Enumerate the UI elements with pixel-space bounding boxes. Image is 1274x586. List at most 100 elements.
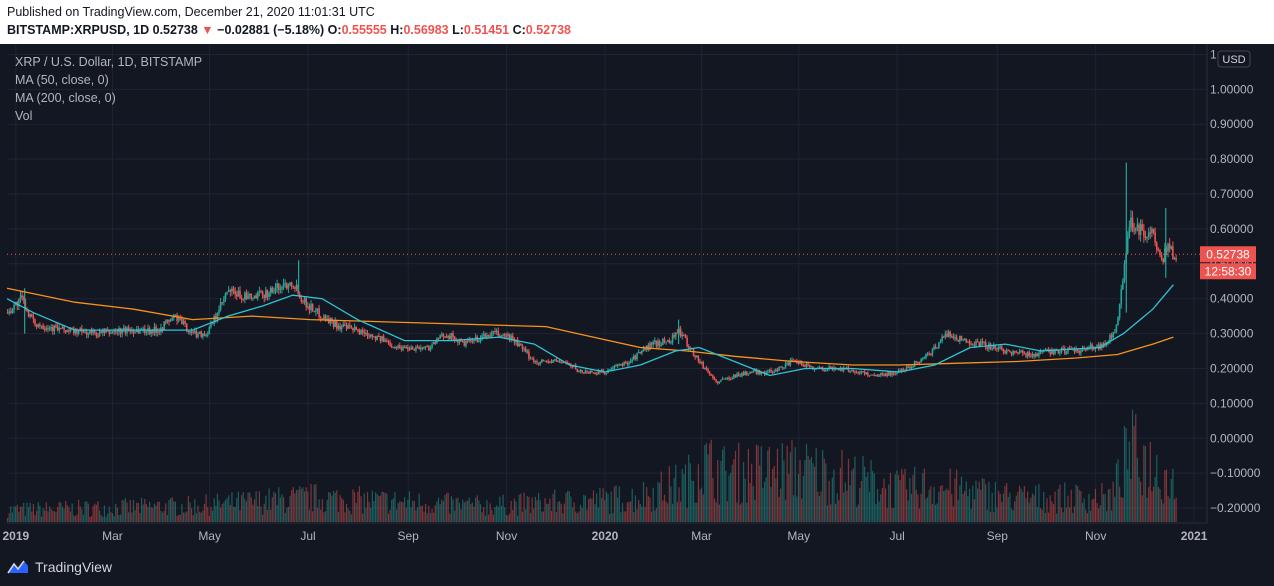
- symbol-label: BITSTAMP:XRPUSD, 1D: [7, 23, 150, 37]
- candle-body: [532, 358, 535, 362]
- volume-bar: [847, 458, 850, 522]
- candle-body: [820, 367, 822, 369]
- close-label: C:: [512, 23, 526, 37]
- chart-area[interactable]: [0, 44, 1274, 586]
- candle-body: [358, 329, 361, 335]
- low-label: L:: [452, 23, 464, 37]
- volume-bar: [11, 512, 14, 522]
- legend-ma200[interactable]: MA (200, close, 0): [15, 91, 116, 105]
- volume-bar: [279, 497, 281, 522]
- volume-bar: [39, 505, 41, 522]
- volume-bar: [518, 494, 520, 522]
- candle-body: [452, 333, 454, 337]
- candle-body: [863, 371, 866, 374]
- candle-body: [694, 355, 696, 358]
- candle-body: [683, 335, 685, 337]
- volume-bar: [654, 510, 656, 522]
- y-tick-label: 0.70000: [1210, 187, 1254, 201]
- candle-body: [1078, 350, 1081, 354]
- candle-body: [310, 303, 312, 310]
- candle-body: [710, 374, 713, 376]
- legend-vol[interactable]: Vol: [15, 109, 33, 123]
- x-tick-label: 2021: [1181, 529, 1208, 543]
- volume-bar: [399, 501, 401, 522]
- volume-bar: [44, 510, 46, 522]
- candle-body: [983, 341, 985, 343]
- brand[interactable]: TradingView: [7, 559, 112, 575]
- volume-bar: [323, 512, 325, 522]
- volume-bar: [383, 492, 385, 522]
- volume-bar: [31, 511, 33, 522]
- candle-body: [56, 326, 59, 331]
- candle-body: [765, 372, 767, 375]
- volume-bar: [300, 488, 302, 522]
- candle-body: [58, 328, 61, 331]
- volume-bar: [210, 506, 212, 522]
- x-tick-label: May: [787, 529, 810, 543]
- volume-bar: [944, 490, 946, 522]
- candle-body: [129, 329, 132, 332]
- volume-bar: [838, 500, 840, 522]
- volume-bar: [956, 469, 958, 522]
- volume-bar: [324, 511, 327, 522]
- candle-body: [652, 341, 654, 345]
- candle-body: [182, 321, 185, 325]
- volume-bar: [415, 510, 417, 522]
- candle-body: [355, 327, 358, 330]
- candle-body: [357, 329, 359, 331]
- volume-bar: [718, 504, 720, 522]
- volume-bar: [341, 498, 343, 522]
- volume-bar: [552, 493, 554, 522]
- candle-body: [715, 379, 717, 382]
- candle-body: [1038, 352, 1040, 357]
- candle-body: [973, 344, 976, 346]
- volume-bar: [81, 509, 83, 522]
- candle-body: [918, 362, 921, 364]
- candle-body: [1096, 345, 1098, 348]
- price-chart[interactable]: 11.000000.900000.800000.700000.600000.50…: [0, 0, 1274, 552]
- volume-bar: [1048, 512, 1050, 522]
- candle-body: [965, 338, 968, 343]
- volume-bar: [558, 501, 561, 522]
- candle-body: [368, 335, 370, 337]
- candle-body: [508, 334, 511, 340]
- volume-bar: [712, 477, 714, 522]
- volume-bar: [962, 494, 964, 522]
- volume-bar: [933, 486, 935, 522]
- volume-bar: [344, 512, 346, 522]
- candle-body: [1112, 332, 1114, 338]
- candle-body: [849, 371, 851, 373]
- volume-bar: [318, 499, 320, 522]
- candle-body: [379, 335, 382, 341]
- volume-bar: [171, 497, 173, 522]
- volume-bar: [487, 514, 490, 522]
- volume-bar: [68, 507, 70, 522]
- currency-badge[interactable]: USD: [1217, 50, 1251, 68]
- volume-bar: [931, 504, 934, 522]
- candle-body: [287, 285, 290, 289]
- volume-bar: [386, 493, 388, 522]
- volume-bar: [121, 500, 123, 522]
- volume-bar: [1015, 495, 1017, 522]
- volume-bar: [972, 485, 974, 522]
- candle-body: [778, 366, 780, 371]
- volume-bar: [190, 508, 193, 522]
- candle-body: [229, 290, 232, 292]
- candle-body: [158, 331, 161, 333]
- candle-body: [465, 340, 467, 346]
- volume-bar: [1146, 497, 1148, 522]
- candle-body: [644, 348, 646, 350]
- volume-bar: [471, 502, 474, 522]
- legend-ma50[interactable]: MA (50, close, 0): [15, 73, 109, 87]
- candle-body: [187, 331, 190, 333]
- candle-body: [742, 372, 745, 376]
- volume-bar: [315, 484, 317, 522]
- volume-bar: [449, 513, 451, 522]
- volume-bar: [476, 495, 478, 522]
- volume-bar: [387, 513, 390, 522]
- candle-body: [1141, 224, 1144, 231]
- x-tick-label: Jul: [300, 529, 315, 543]
- volume-bar: [473, 506, 475, 522]
- candle-body: [211, 323, 214, 325]
- candle-body: [360, 329, 362, 335]
